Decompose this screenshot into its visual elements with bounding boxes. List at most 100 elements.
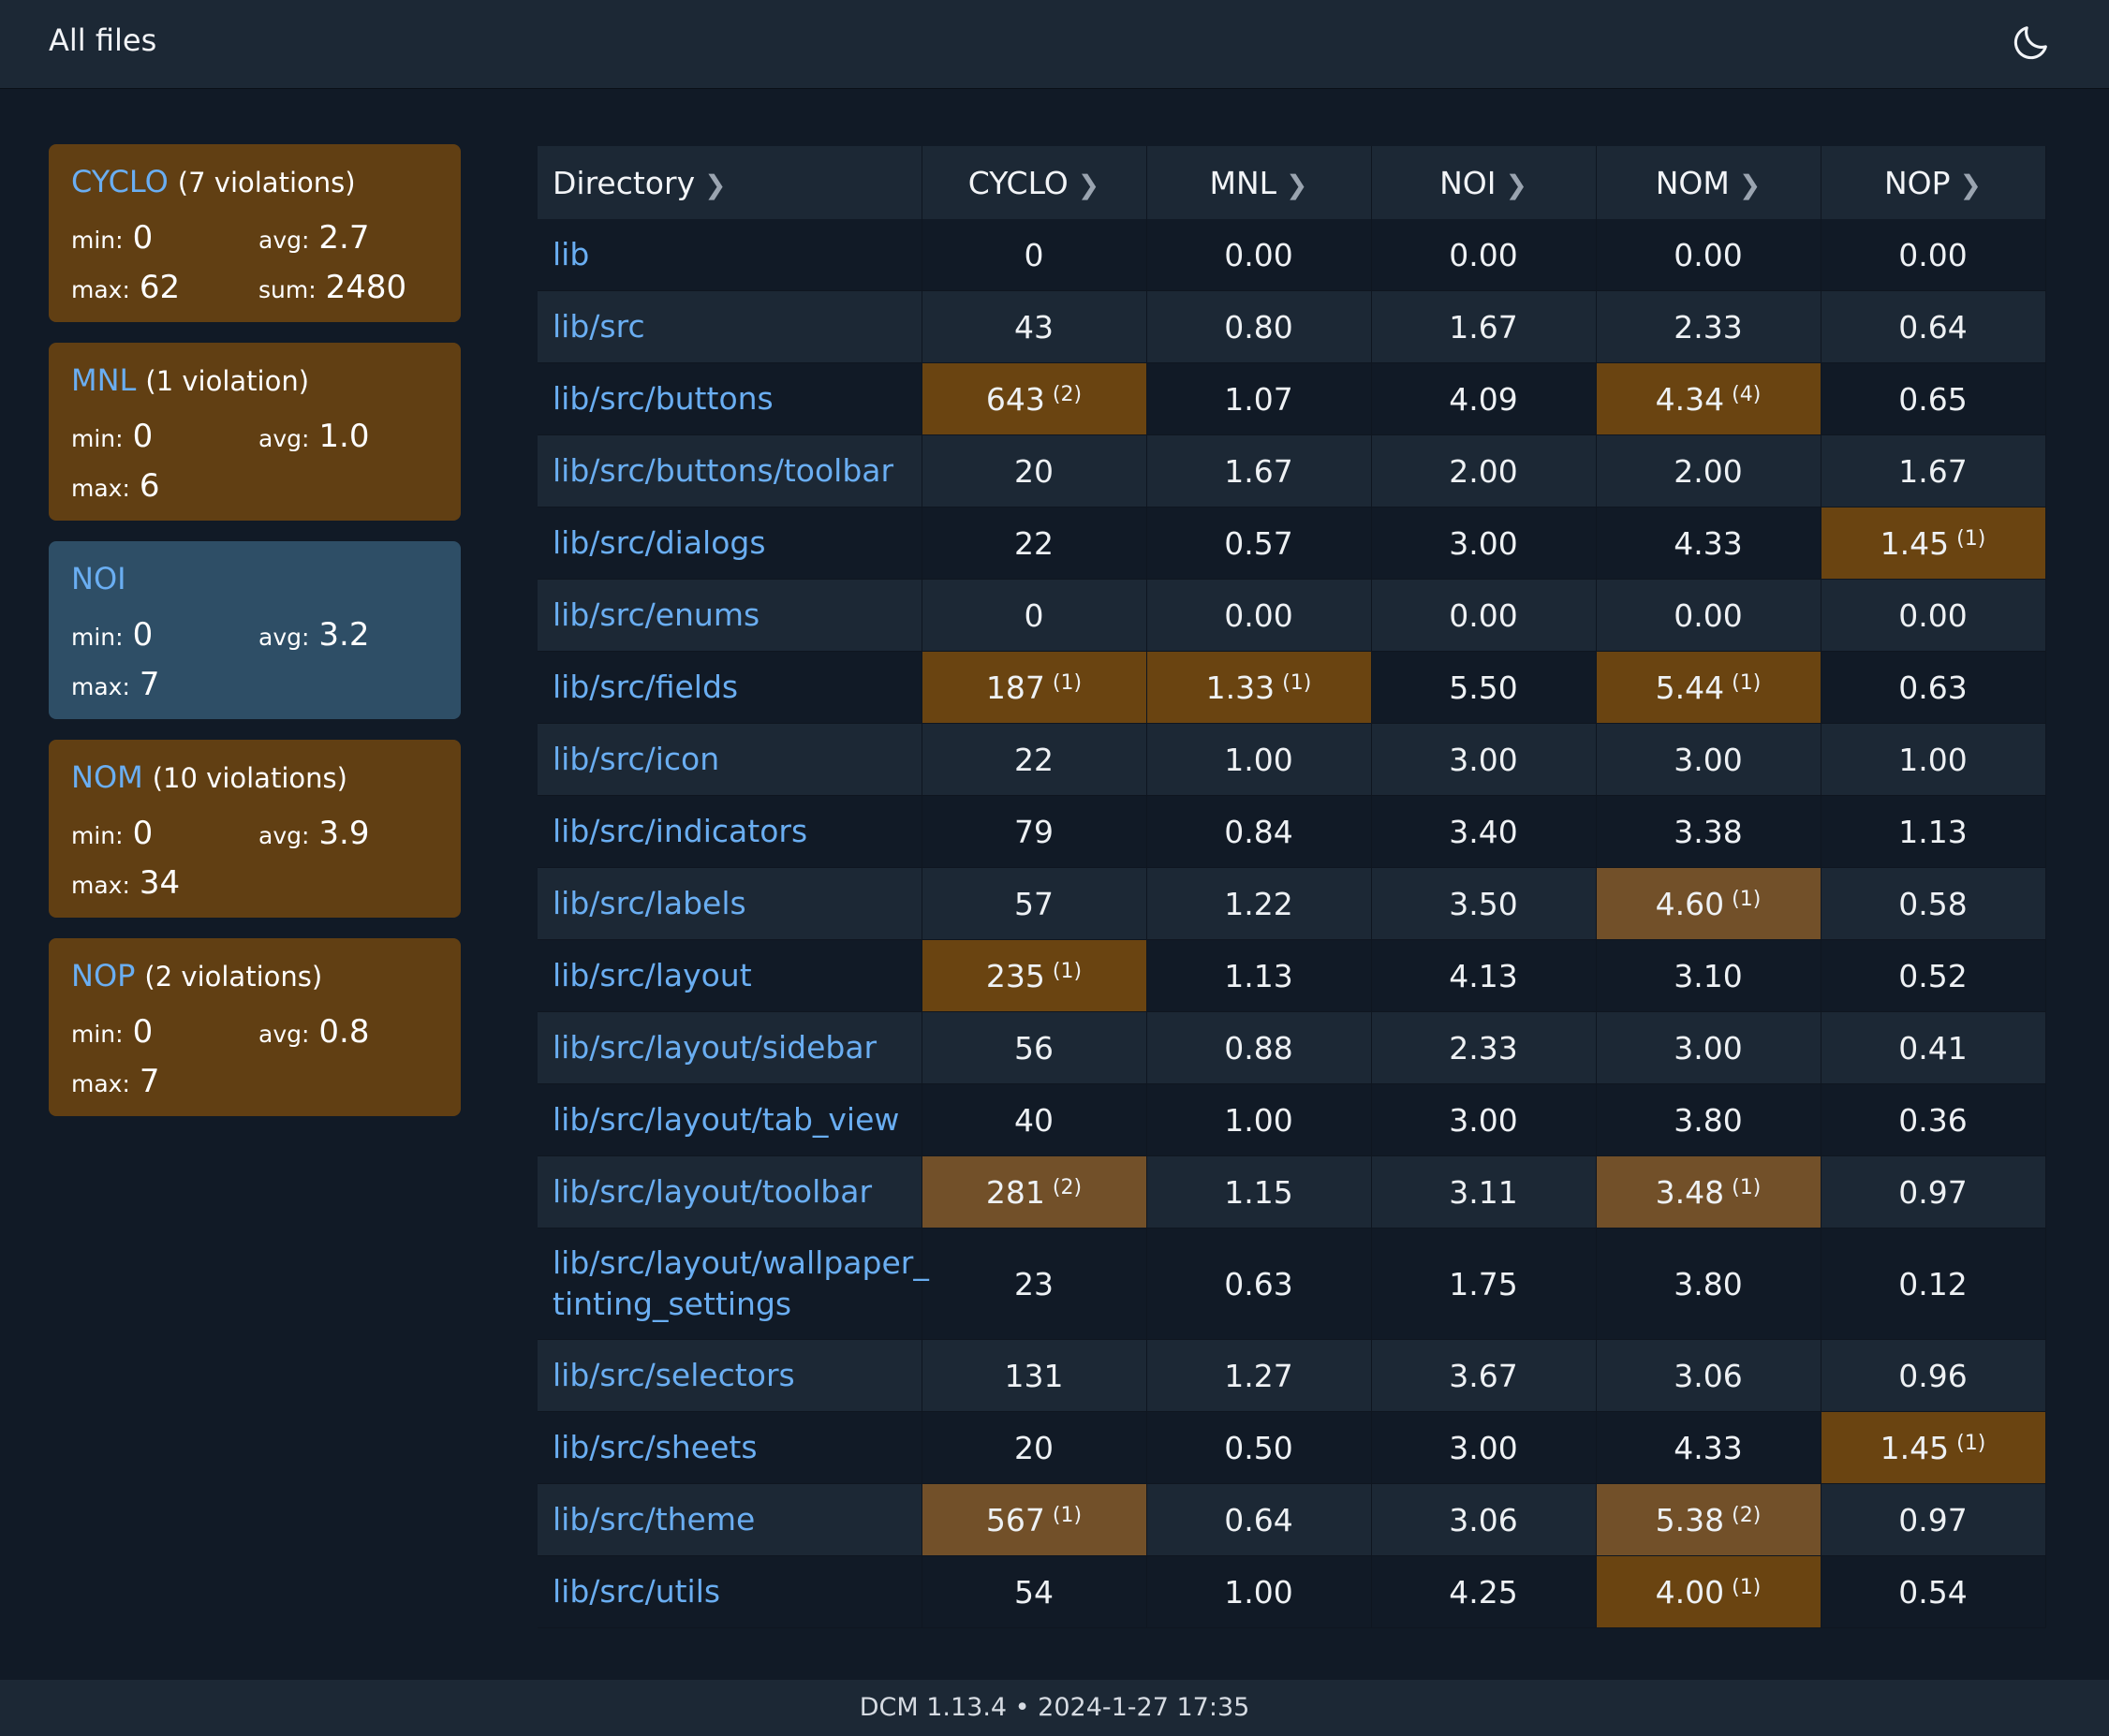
column-header-nop[interactable]: NOP ❯ — [1821, 146, 2046, 219]
violation-count-badge: (2) — [1052, 382, 1083, 406]
column-header-directory[interactable]: Directory ❯ — [538, 146, 922, 219]
metric-value: 4.13 — [1449, 957, 1518, 994]
metric-value: 281 — [985, 1173, 1045, 1211]
directory-link[interactable]: lib/src/indicators — [553, 813, 808, 849]
footer: DCM 1.13.4 • 2024-1-27 17:35 — [0, 1680, 2109, 1736]
directory-link[interactable]: lib/src/layout — [553, 957, 752, 993]
metric-cell-nom: 3.48 (1) — [1596, 1155, 1821, 1228]
directory-link[interactable]: lib/src/layout/wallpaper_ tinting_setting… — [553, 1244, 929, 1322]
metric-value: 643 — [985, 380, 1045, 418]
directory-link[interactable]: lib/src/dialogs — [553, 524, 766, 561]
table-row: lib/src/dialogs 22 0.57 3.00 4.33 1.45 (1) — [538, 507, 2046, 580]
directory-link[interactable]: lib/src/fields — [553, 669, 739, 705]
table-row: lib/src/labels 57 1.22 3.50 4.60 (1) 0.58 — [538, 867, 2046, 940]
metric-cell-nom: 5.44 (1) — [1596, 651, 1821, 724]
moon-icon[interactable] — [2010, 21, 2053, 64]
metric-cell-noi: 5.50 — [1371, 651, 1597, 724]
metric-cell-mnl: 0.63 — [1146, 1228, 1372, 1340]
metric-name[interactable]: CYCLO — [71, 164, 169, 199]
directory-cell: lib/src/layout/wallpaper_ tinting_setting… — [538, 1228, 929, 1340]
chevron-right-icon: ❯ — [704, 169, 727, 200]
directory-link[interactable]: lib/src — [553, 308, 645, 345]
metric-value: 1.15 — [1224, 1173, 1293, 1211]
metric-value: 1.13 — [1898, 813, 1968, 850]
stat-min-value: 0 — [132, 1013, 154, 1051]
metric-value: 131 — [1004, 1357, 1064, 1394]
column-header-mnl[interactable]: MNL ❯ — [1146, 146, 1372, 219]
metric-cell-nop: 0.00 — [1821, 579, 2046, 652]
stat-sum-label: sum: — [258, 276, 317, 303]
metric-cell-nom: 3.10 — [1596, 939, 1821, 1012]
directory-cell: lib/src/dialogs — [538, 507, 922, 580]
metric-cell-nop: 0.52 — [1821, 939, 2046, 1012]
metric-card-noi: NOI min: 0 avg: 3.2 max: 7 — [49, 541, 461, 719]
metric-cell-noi: 4.09 — [1371, 362, 1597, 435]
directory-link[interactable]: lib/src/labels — [553, 885, 746, 921]
directory-link[interactable]: lib/src/icon — [553, 741, 720, 777]
violation-count-badge: (1) — [1956, 1431, 1986, 1455]
stat-avg-value: 0.8 — [318, 1013, 370, 1051]
metric-value: 0.00 — [1674, 236, 1743, 273]
metric-cell-cyclo: 643 (2) — [922, 362, 1147, 435]
metric-value: 3.11 — [1449, 1173, 1518, 1211]
metric-name[interactable]: NOM — [71, 759, 143, 795]
metric-cell-noi: 2.33 — [1371, 1011, 1597, 1084]
directory-link[interactable]: lib/src/sheets — [553, 1429, 758, 1465]
metric-value: 5.50 — [1449, 669, 1518, 706]
table-row: lib/src/fields 187 (1) 1.33 (1) 5.50 5.44 (1) 0.… — [538, 651, 2046, 724]
directory-cell: lib/src/layout/sidebar — [538, 1011, 922, 1084]
metric-value: 0.84 — [1224, 813, 1293, 850]
directory-link[interactable]: lib/src/utils — [553, 1573, 721, 1610]
metric-cell-nom: 3.80 — [1596, 1228, 1821, 1340]
stat-min-label: min: — [71, 227, 124, 254]
chevron-right-icon: ❯ — [1738, 169, 1762, 200]
column-header-label: MNL — [1209, 164, 1277, 201]
metric-value: 0.65 — [1898, 380, 1968, 418]
directory-link[interactable]: lib/src/layout/toolbar — [553, 1173, 873, 1210]
metric-cell-nop: 0.96 — [1821, 1339, 2046, 1412]
column-header-label: Directory — [553, 164, 696, 201]
directory-metrics-table: Directory ❯ CYCLO ❯ MNL ❯ NOI ❯ NOM ❯ NOP ❯ lib 0 0.0… — [538, 146, 2046, 1628]
column-header-label: NOI — [1439, 164, 1497, 201]
metric-name[interactable]: MNL — [71, 362, 137, 398]
directory-link[interactable]: lib/src/layout/sidebar — [553, 1029, 878, 1066]
metric-value: 3.06 — [1674, 1357, 1743, 1394]
metric-cell-mnl: 0.00 — [1146, 579, 1372, 652]
directory-link[interactable]: lib/src/buttons — [553, 380, 774, 417]
column-header-noi[interactable]: NOI ❯ — [1371, 146, 1597, 219]
metric-value: 5.44 — [1655, 669, 1725, 706]
metric-card-cyclo: CYCLO (7 violations) min: 0 avg: 2.7 max: 62 sum… — [49, 144, 461, 322]
directory-link[interactable]: lib/src/selectors — [553, 1357, 795, 1393]
metric-value: 0 — [1024, 596, 1044, 634]
metric-value: 3.48 — [1655, 1173, 1725, 1211]
violation-count-badge: (1) — [1956, 526, 1986, 551]
metric-value: 0.88 — [1224, 1029, 1293, 1067]
metric-name[interactable]: NOI — [71, 561, 126, 596]
metric-cell-cyclo: 23 — [922, 1228, 1147, 1340]
column-header-label: NOM — [1655, 164, 1730, 201]
metric-cell-cyclo: 281 (2) — [922, 1155, 1147, 1228]
column-header-nom[interactable]: NOM ❯ — [1596, 146, 1821, 219]
directory-link[interactable]: lib/src/theme — [553, 1501, 756, 1537]
stat-max-value: 7 — [139, 666, 160, 703]
metric-value: 0.36 — [1898, 1101, 1968, 1139]
directory-cell: lib/src — [538, 290, 922, 363]
footer-text: DCM 1.13.4 • 2024-1-27 17:35 — [859, 1693, 1250, 1722]
directory-link[interactable]: lib — [553, 236, 590, 272]
metric-value: 23 — [1014, 1265, 1054, 1302]
directory-link[interactable]: lib/src/layout/tab_view — [553, 1101, 900, 1138]
metric-value: 3.00 — [1674, 741, 1743, 778]
metric-value: 0.64 — [1898, 308, 1968, 346]
directory-link[interactable]: lib/src/buttons/toolbar — [553, 452, 894, 489]
metric-value: 3.00 — [1449, 1429, 1518, 1466]
directory-link[interactable]: lib/src/enums — [553, 596, 760, 633]
metric-cell-nom: 4.33 — [1596, 507, 1821, 580]
metric-value: 1.27 — [1224, 1357, 1293, 1394]
stat-sum: sum: 2480 — [258, 269, 406, 306]
directory-cell: lib/src/utils — [538, 1555, 922, 1628]
metric-cell-cyclo: 20 — [922, 434, 1147, 508]
metric-cell-mnl: 0.88 — [1146, 1011, 1372, 1084]
column-header-cyclo[interactable]: CYCLO ❯ — [922, 146, 1147, 219]
metric-name[interactable]: NOP — [71, 958, 136, 993]
metric-value: 20 — [1014, 452, 1054, 490]
